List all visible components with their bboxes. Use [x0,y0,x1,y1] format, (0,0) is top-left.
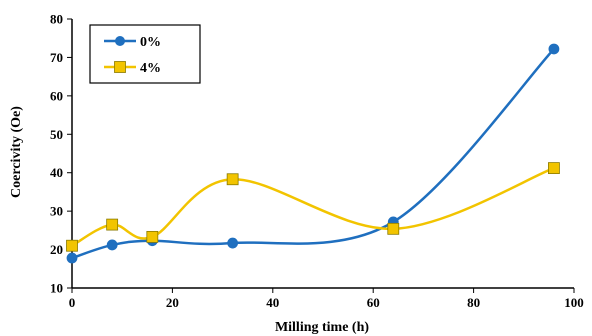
x-tick-label: 60 [367,295,380,310]
y-tick-label: 80 [50,12,63,27]
data-point-1 [387,222,400,235]
y-axis-title: Coercivity (Oe) [9,106,24,198]
x-tick-label: 20 [166,295,179,310]
y-tick-label: 60 [50,88,63,103]
series-line-1 [71,166,555,247]
y-tick-label: 70 [50,50,63,65]
legend-marker-0 [115,36,125,46]
legend-marker-1 [114,61,126,73]
x-tick-label: 100 [564,295,584,310]
data-point-0 [106,239,118,251]
data-point-0 [548,43,560,55]
x-axis-title: Milling time (h) [275,320,369,335]
data-point-1 [548,162,560,175]
x-tick-label: 40 [266,295,279,310]
ticks: 0 20 40 60 80 100 10 20 30 40 50 60 70 80 [50,12,584,311]
y-tick-label: 20 [50,242,63,257]
data-point-1 [146,230,159,243]
data-point-0 [227,237,239,249]
series-layer [66,43,560,264]
legend-label-0: 0% [140,35,161,50]
data-point-1 [66,239,78,252]
legend-box [89,24,201,84]
legend-label-1: 4% [140,61,161,76]
x-tick-label: 80 [467,295,480,310]
data-point-1 [226,173,239,186]
data-point-0 [66,252,78,264]
y-tick-label: 40 [50,165,63,180]
y-tick-label: 50 [50,127,63,142]
y-tick-label: 30 [50,204,63,219]
x-tick-label: 0 [69,295,76,310]
legend: 0% 4% [89,24,201,84]
data-point-1 [106,218,119,231]
y-tick-label: 10 [50,281,63,296]
